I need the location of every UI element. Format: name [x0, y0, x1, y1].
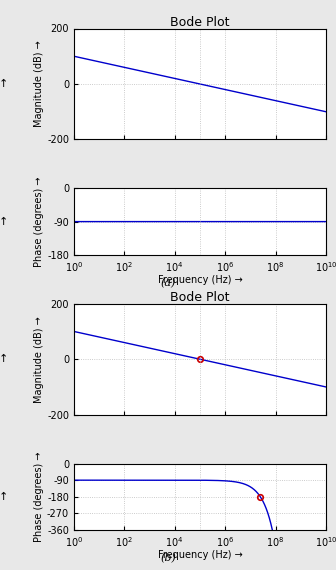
Text: (b): (b)	[160, 553, 176, 563]
Y-axis label: Phase (degrees) →: Phase (degrees) →	[34, 451, 44, 542]
Y-axis label: Phase (degrees) →: Phase (degrees) →	[34, 176, 44, 267]
Text: ↑: ↑	[0, 492, 8, 502]
Y-axis label: Magnitude (dB) →: Magnitude (dB) →	[34, 40, 44, 127]
Title: Bode Plot: Bode Plot	[170, 291, 230, 304]
Title: Bode Plot: Bode Plot	[170, 15, 230, 28]
Text: (a): (a)	[160, 278, 176, 288]
Text: ↑: ↑	[0, 217, 8, 227]
Text: ↑: ↑	[0, 79, 8, 89]
Text: ↑: ↑	[0, 354, 8, 364]
X-axis label: Frequency (Hz) →: Frequency (Hz) →	[158, 275, 242, 285]
X-axis label: Frequency (Hz) →: Frequency (Hz) →	[158, 550, 242, 560]
Y-axis label: Magnitude (dB) →: Magnitude (dB) →	[34, 316, 44, 402]
